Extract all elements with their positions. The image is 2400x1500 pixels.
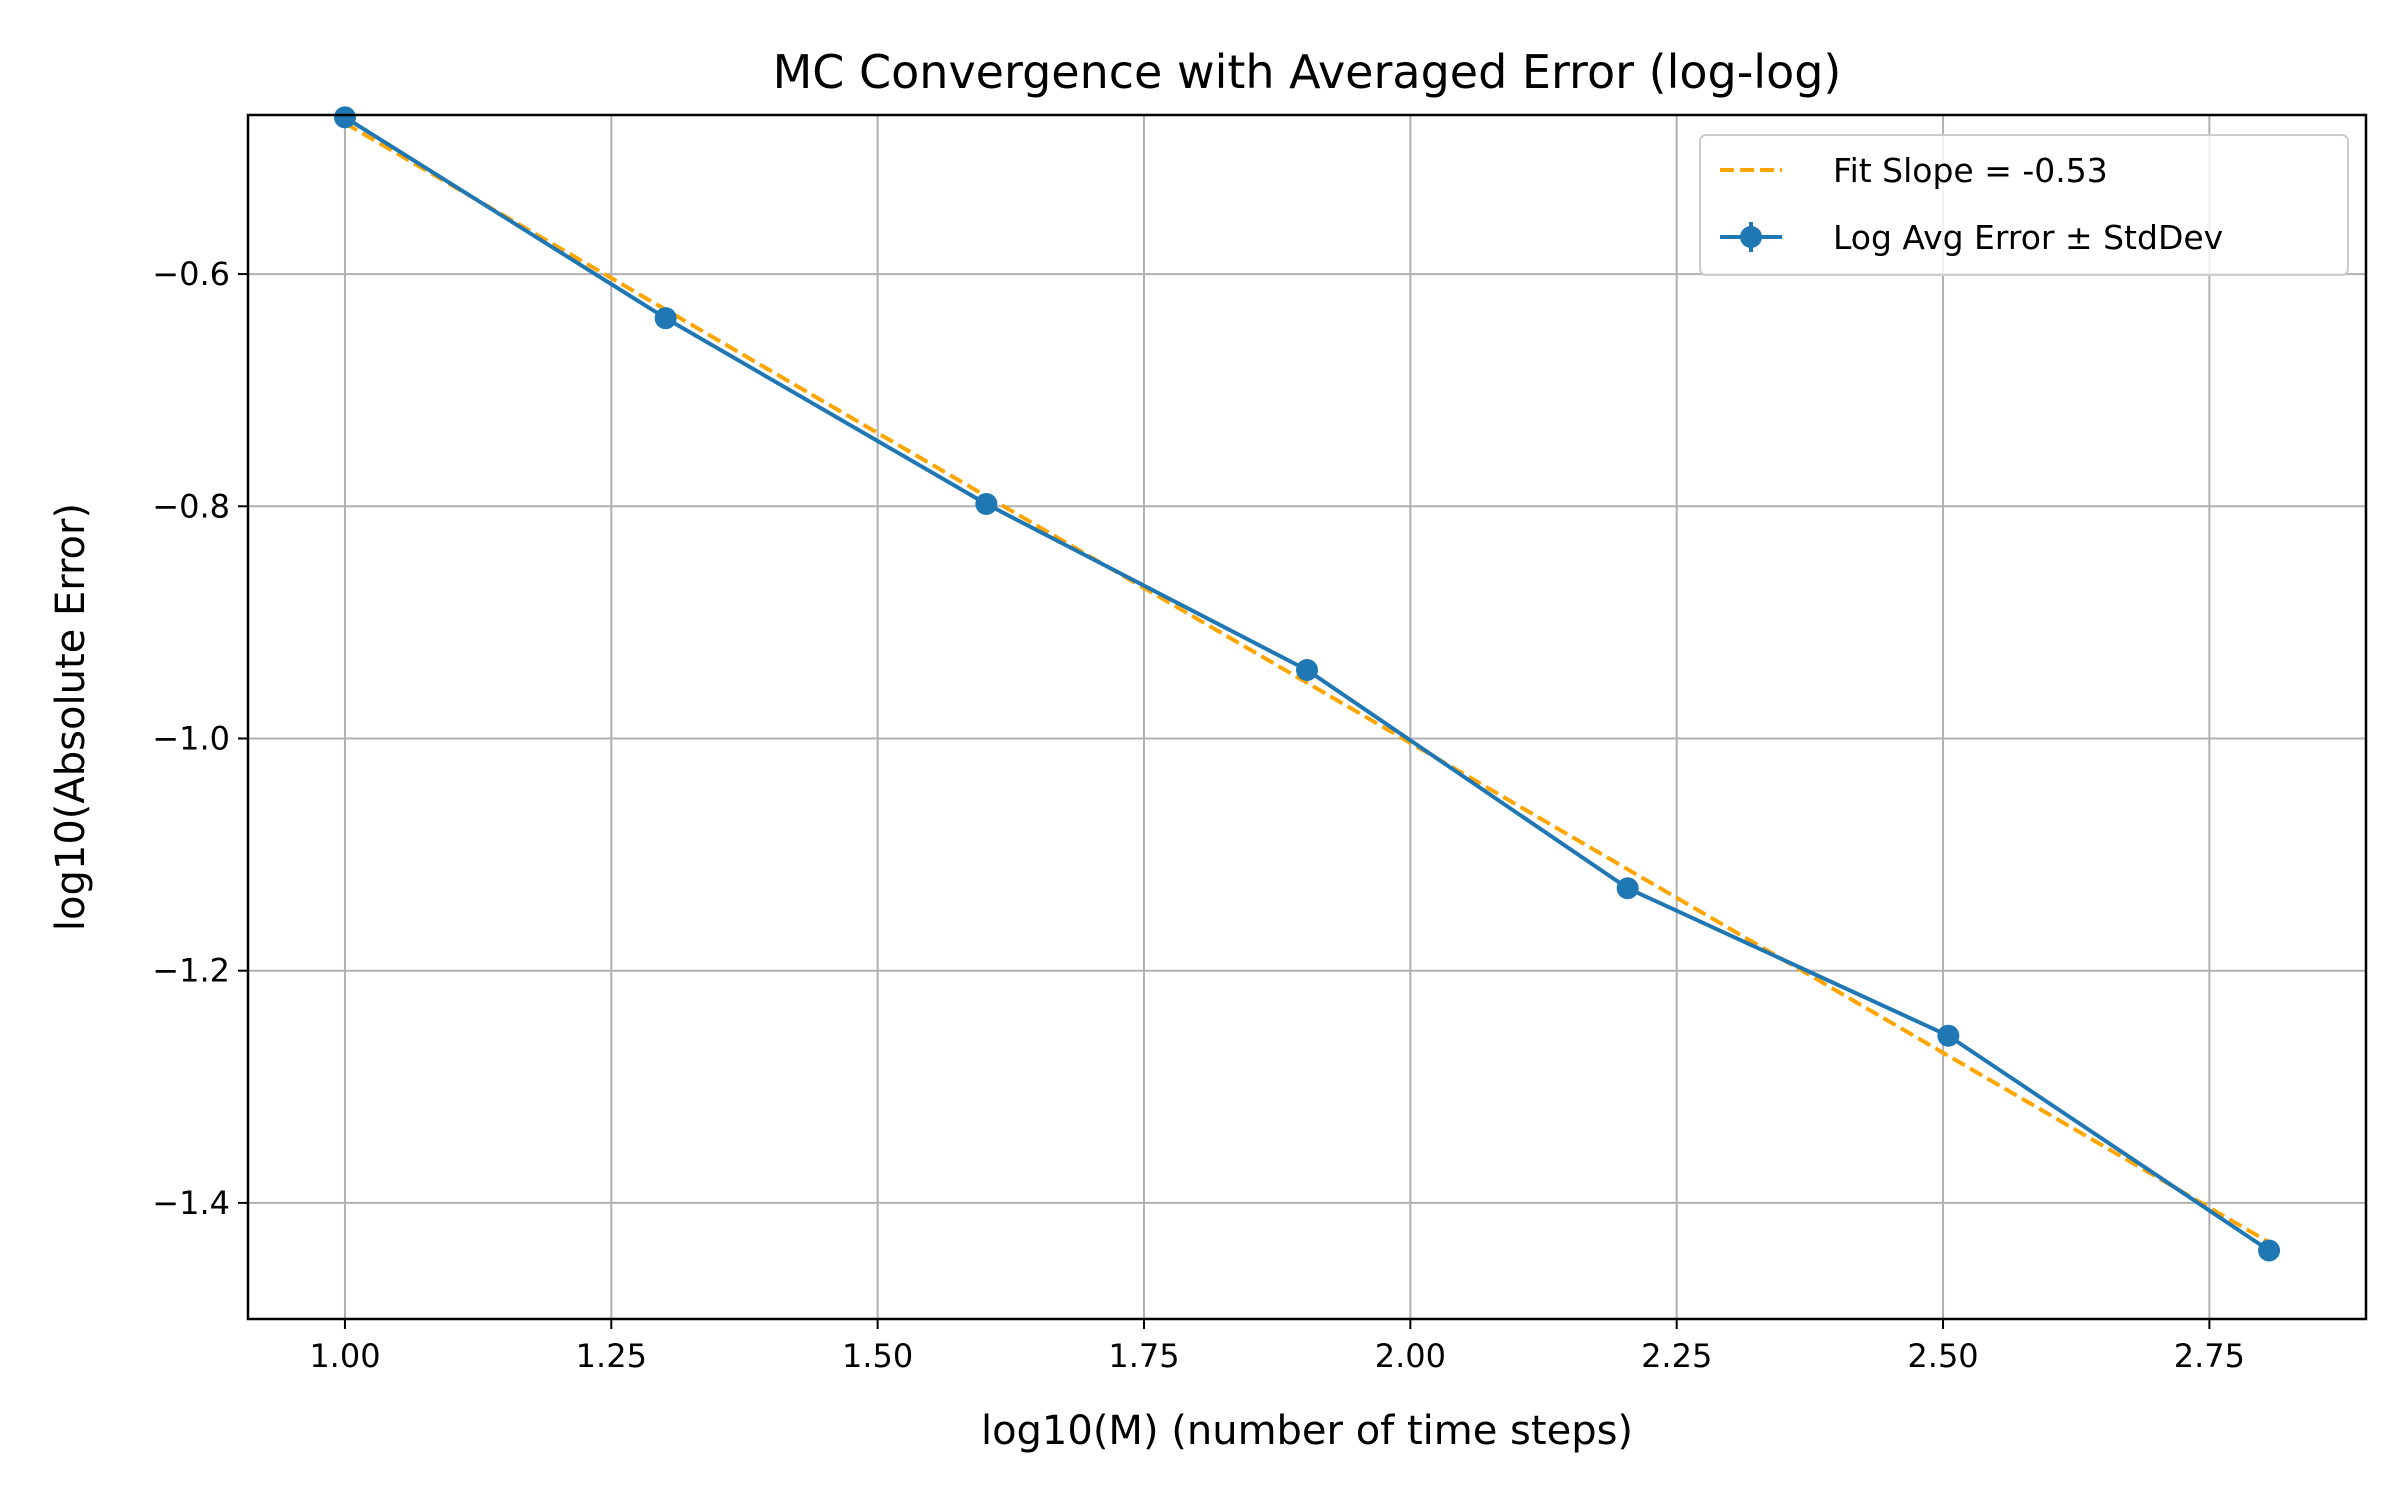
y-tick-label: −0.6: [152, 255, 230, 293]
legend-error-marker-sample: [1740, 226, 1762, 248]
x-tick-label: 2.50: [1907, 1337, 1978, 1375]
x-tick-label: 1.75: [1108, 1337, 1179, 1375]
error-series-marker: [975, 492, 998, 515]
legend-label-error: Log Avg Error ± StdDev: [1833, 218, 2223, 257]
legend-label-fit: Fit Slope = -0.53: [1833, 151, 2108, 190]
error-series-marker: [1296, 658, 1318, 681]
error-series-marker: [2258, 1239, 2281, 1262]
series-layer: [333, 106, 2281, 1262]
x-axis-label: log10(M) (number of time steps): [981, 1408, 1633, 1454]
error-series-marker: [654, 307, 677, 330]
plot-frame: [246, 113, 2368, 1321]
x-tick-label: 1.25: [576, 1337, 647, 1375]
legend-box: [1699, 134, 2349, 276]
x-tick-label: 2.00: [1375, 1337, 1446, 1375]
error-series-marker: [1937, 1024, 1960, 1047]
y-axis-label: log10(Absolute Error): [48, 503, 94, 931]
y-tick-label: −0.8: [152, 487, 230, 525]
error-series-marker: [333, 106, 356, 129]
x-tick-label: 2.75: [2174, 1337, 2245, 1375]
x-tick-label: 1.50: [842, 1337, 913, 1375]
grid-layer: [248, 115, 2366, 1319]
x-tick-label: 1.00: [309, 1337, 380, 1375]
y-tick-label: −1.4: [152, 1184, 230, 1222]
error-series-marker: [1616, 877, 1639, 900]
x-tick-label: 2.25: [1641, 1337, 1712, 1375]
y-tick-label: −1.0: [152, 719, 230, 757]
chart-title: MC Convergence with Averaged Error (log-…: [773, 45, 1842, 99]
tick-layer: 1.00 1.25 1.50 1.75 2.00 2.25 2.50 2.75 −0.6 −0.8…: [152, 255, 2245, 1375]
legend: Fit Slope = -0.53 Log Avg Error ± StdDev: [1699, 134, 2349, 276]
y-tick-label: −1.2: [152, 952, 230, 990]
